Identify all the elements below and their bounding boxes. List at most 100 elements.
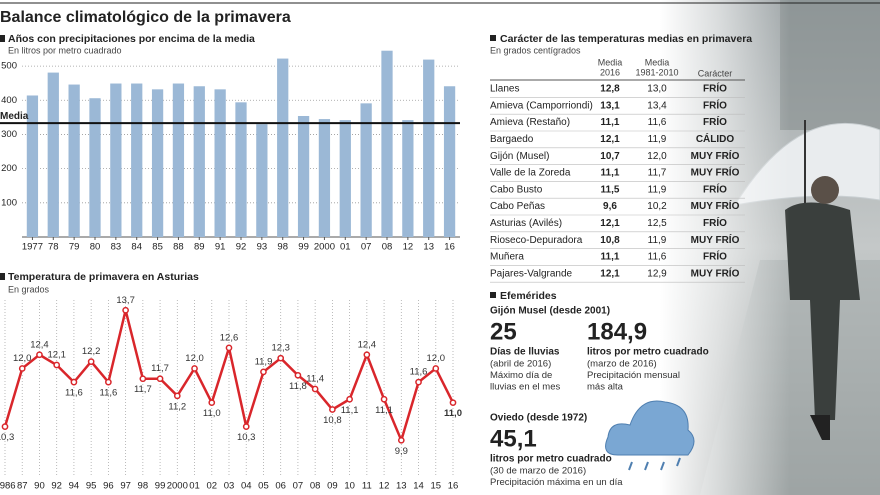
point [53,361,61,369]
reference-label: Media [0,111,29,122]
x-tick-label: 09 [327,481,338,492]
chart-title: Años con precipitaciones por encima de l… [8,33,255,45]
point [156,375,164,383]
x-tick-label: 01 [189,481,200,492]
x-tick-label: 98 [138,481,149,492]
x-tick-label: 1977 [22,242,43,253]
section-title: Efemérides [500,290,557,302]
bar [256,124,268,237]
x-tick-label: 83 [111,242,122,253]
mean-2016: 9,6 [603,201,617,212]
mean-1981-2010: 11,6 [648,117,667,128]
station: Asturias (Avilés) [490,218,562,229]
point [363,351,371,359]
bar [151,89,164,237]
column-header: 2016 [600,67,620,77]
x-tick-label: 91 [215,242,226,253]
table-subtitle: En grados centígrados [490,45,581,55]
efemerides: Efemérides Gijón Musel (desde 2001)25 Días… [490,290,709,488]
point [122,306,129,314]
x-tick-label: 04 [241,481,252,492]
x-tick-label: 14 [413,481,424,492]
x-tick-label: 2000 [167,481,188,492]
mean-2016: 10,7 [600,151,620,162]
figure: 45,1 [490,425,537,452]
bar [235,102,247,237]
station-name: Gijón Musel (desde 2001) [490,306,610,317]
mean-1981-2010: 13,0 [647,84,667,95]
column-header: Media [645,57,670,67]
mean-2016: 10,8 [600,235,620,246]
point [397,436,405,444]
point [208,399,216,407]
mean-1981-2010: 11,9 [648,184,667,195]
mean-2016: 11,1 [601,117,620,128]
x-tick-label: 16 [448,481,459,492]
bullet [0,273,5,280]
x-tick-label: 84 [131,242,142,253]
x-tick-label: 92 [51,481,62,492]
chart-subtitle: En grados [8,284,50,294]
mean-2016: 13,1 [600,100,620,111]
x-tick-label: 08 [310,481,321,492]
y-tick-label: 400 [1,95,17,106]
x-tick-label: 12 [379,481,390,492]
value-label: 12,4 [358,339,377,350]
station: Valle de la Zoreda [490,168,571,179]
bar [172,83,185,237]
column-header: Media [598,57,623,67]
station: Amieva (Camporriondi) [490,100,593,111]
point [294,371,302,379]
x-tick-label: 98 [277,242,288,253]
figure-note: (30 de marzo de 2016) [490,466,586,477]
table-title: Carácter de las temperaturas medias en p… [500,33,752,45]
x-tick-label: 87 [17,481,28,492]
x-tick-label: 93 [257,242,268,253]
point [329,406,336,413]
value-label: 12,0 [13,353,32,364]
bar [318,119,331,237]
x-tick-label: 92 [236,242,247,253]
x-tick-label: 16 [444,242,455,253]
value-label: 11,1 [341,405,359,416]
bar [381,50,393,237]
figure-note: (abril de 2016) [490,359,551,370]
figure-label: Días de lluvias [490,347,560,358]
bar [110,83,122,237]
point [277,354,285,362]
x-tick-label: 07 [293,481,304,492]
photo [660,0,880,495]
value-label: 12,2 [82,346,101,357]
x-tick-label: 80 [90,242,101,253]
x-tick-label: 08 [382,242,393,253]
station: Bargaedo [490,134,534,145]
figure-note: más alta [587,382,624,393]
x-tick-label: 15 [430,481,441,492]
x-tick-label: 78 [48,242,59,253]
mean-1981-2010: 10,2 [647,201,667,212]
x-tick-label: 02 [206,481,217,492]
x-tick-label: 03 [224,481,235,492]
station-name: Oviedo (desde 1972) [490,413,587,424]
figure-label: litros por metro cuadrado [587,347,709,358]
point [173,392,181,400]
value-label: 12,6 [220,332,239,343]
bar [214,89,226,237]
figure-note: Precipitación máxima en un día [490,477,623,488]
point [225,344,233,352]
station: Cabo Busto [490,184,543,195]
figure-note: lluvias en el mes [490,382,560,393]
character: FRÍO [703,82,727,95]
mean-2016: 12,8 [600,84,620,95]
figure-label: litros por metro cuadrado [490,454,612,465]
character: MUY FRÍO [691,233,740,246]
station: Rioseco-Depuradora [490,235,583,246]
mean-1981-2010: 11,9 [648,134,667,145]
value-label: 11,1 [375,405,393,416]
figure-note: Máximo día de [490,370,552,381]
x-tick-label: 12 [403,242,414,253]
x-tick-label: 96 [103,481,114,492]
x-tick-label: 99 [298,242,309,253]
